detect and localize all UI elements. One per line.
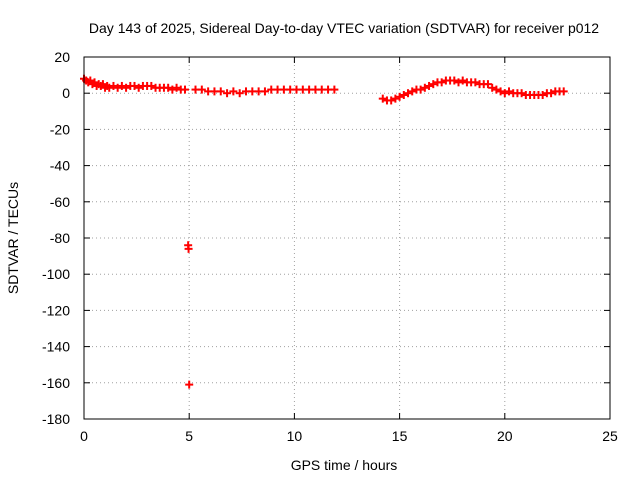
y-tick-label: -80 <box>50 230 70 246</box>
data-point <box>229 87 238 96</box>
data-point <box>454 78 463 87</box>
data-point <box>505 87 514 96</box>
data-point <box>408 87 417 96</box>
y-tick-label: -160 <box>42 375 70 391</box>
x-tick-label: 15 <box>392 428 408 444</box>
data-point <box>122 83 131 92</box>
data-point <box>117 81 126 90</box>
x-tick-label: 20 <box>497 428 513 444</box>
x-tick-label: 0 <box>80 428 88 444</box>
data-point <box>559 87 568 96</box>
data-point <box>500 89 509 98</box>
data-point <box>164 83 173 92</box>
y-tick-label: -100 <box>42 266 70 282</box>
plot-frame <box>83 56 611 420</box>
data-point <box>492 85 501 94</box>
data-point <box>517 89 526 98</box>
data-point <box>260 87 269 96</box>
data-point <box>197 85 206 94</box>
data-point <box>330 85 339 94</box>
y-axis-label: SDTVAR / TECUs <box>5 182 21 294</box>
data-point <box>109 81 118 90</box>
chart-title: Day 143 of 2025, Sidereal Day-to-day VTE… <box>89 20 599 36</box>
x-tick-label: 25 <box>602 428 618 444</box>
data-point <box>147 81 156 90</box>
y-tick-label: 20 <box>54 49 70 65</box>
data-point <box>547 89 556 98</box>
data-point <box>399 91 408 100</box>
x-axis-label: GPS time / hours <box>291 457 398 473</box>
grid-lines <box>84 57 610 419</box>
data-point <box>488 83 497 92</box>
data-point <box>216 87 225 96</box>
data-point <box>496 87 505 96</box>
data-point <box>391 94 400 103</box>
y-tick-labels: 20 0 -20 -40 -60 -80 -100 -120 -140 -160 -180 <box>42 49 70 427</box>
data-point <box>184 244 193 253</box>
data-point <box>180 85 189 94</box>
data-point <box>185 380 194 389</box>
data-point <box>172 83 181 92</box>
data-point <box>168 85 177 94</box>
data-points <box>80 74 568 389</box>
y-tick-label: -120 <box>42 302 70 318</box>
x-tick-labels: 0 5 10 15 20 25 <box>80 428 618 444</box>
data-point <box>538 91 547 100</box>
data-point <box>429 80 438 89</box>
data-point <box>420 83 429 92</box>
data-point <box>425 81 434 90</box>
data-point <box>404 89 413 98</box>
y-tick-label: -20 <box>50 121 70 137</box>
data-point <box>223 89 232 98</box>
axis-ticks <box>83 56 611 420</box>
data-point <box>395 92 404 101</box>
data-point <box>471 78 480 87</box>
y-tick-label: -180 <box>42 411 70 427</box>
data-point <box>378 94 387 103</box>
data-point <box>113 83 122 92</box>
y-tick-label: -140 <box>42 339 70 355</box>
data-point <box>450 76 459 85</box>
data-point <box>130 81 139 90</box>
data-point <box>483 80 492 89</box>
data-point <box>458 76 467 85</box>
data-point <box>437 78 446 87</box>
y-tick-label: -40 <box>50 158 70 174</box>
data-point <box>387 96 396 105</box>
y-tick-label: -60 <box>50 194 70 210</box>
data-point <box>134 83 143 92</box>
x-tick-label: 5 <box>185 428 193 444</box>
data-point <box>235 89 244 98</box>
x-tick-label: 10 <box>287 428 303 444</box>
data-point <box>105 83 114 92</box>
y-tick-label: 0 <box>62 85 70 101</box>
data-point <box>416 85 425 94</box>
